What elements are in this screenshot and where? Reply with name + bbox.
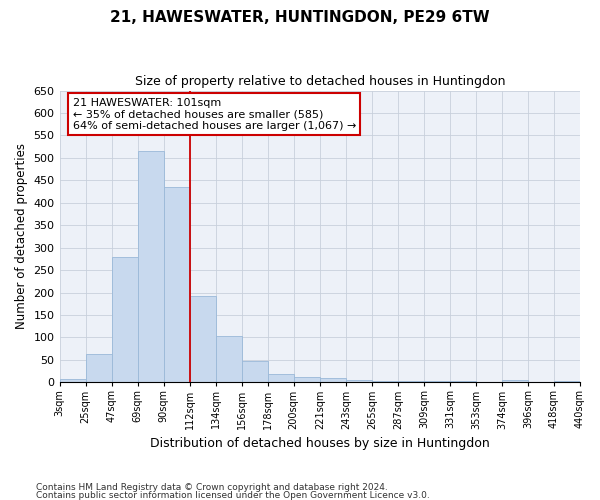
Bar (86, 354, 112, 382)
Bar (242, 361, 268, 382)
Text: 21 HAWESWATER: 101sqm
← 35% of detached houses are smaller (585)
64% of semi-det: 21 HAWESWATER: 101sqm ← 35% of detached … (73, 98, 356, 131)
Bar (372, 381, 398, 382)
Bar (190, 296, 215, 382)
Bar (502, 380, 528, 382)
Bar (112, 256, 137, 382)
Bar (164, 187, 190, 382)
Text: Contains public sector information licensed under the Open Government Licence v3: Contains public sector information licen… (36, 490, 430, 500)
Y-axis label: Number of detached properties: Number of detached properties (15, 144, 28, 330)
Bar (215, 336, 242, 382)
Bar (137, 151, 164, 382)
Title: Size of property relative to detached houses in Huntingdon: Size of property relative to detached ho… (134, 75, 505, 88)
Bar (294, 377, 320, 382)
Text: 21, HAWESWATER, HUNTINGDON, PE29 6TW: 21, HAWESWATER, HUNTINGDON, PE29 6TW (110, 10, 490, 25)
Bar (398, 381, 424, 382)
Bar (346, 380, 372, 382)
Bar (320, 378, 346, 382)
Bar (268, 374, 294, 382)
Bar (59, 379, 86, 382)
Text: Contains HM Land Registry data © Crown copyright and database right 2024.: Contains HM Land Registry data © Crown c… (36, 484, 388, 492)
X-axis label: Distribution of detached houses by size in Huntingdon: Distribution of detached houses by size … (150, 437, 490, 450)
